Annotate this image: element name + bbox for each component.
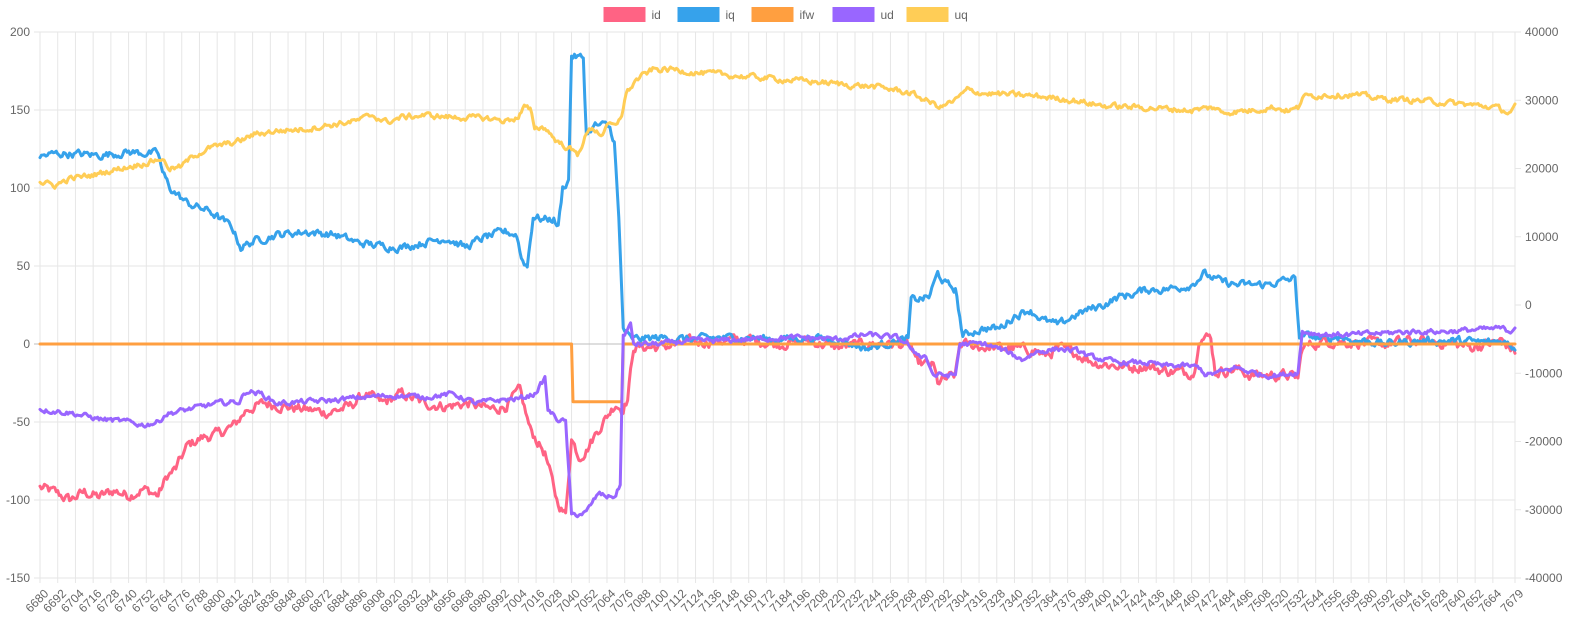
series-line-ifw [38, 342, 1517, 404]
legend-label: ud [881, 8, 894, 22]
y-right-tick-label: -40000 [1525, 571, 1563, 585]
legend-swatch [751, 7, 794, 22]
y-left-tick-label: -50 [13, 415, 31, 429]
legend-swatch [677, 7, 720, 22]
y-axis-left: 200 150 100 50 0 -50 -100 -150 [6, 25, 30, 585]
y-right-tick-label: 10000 [1525, 230, 1559, 244]
y-left-tick-label: -100 [6, 493, 30, 507]
y-right-tick-label: -30000 [1525, 503, 1563, 517]
y-left-tick-label: 100 [10, 181, 30, 195]
legend-label: iq [726, 8, 735, 22]
series-line-uq [38, 65, 1517, 190]
legend-item-id[interactable]: id [603, 7, 661, 22]
series-line-ud [38, 321, 1517, 519]
y-right-tick-label: -10000 [1525, 366, 1563, 380]
legend-item-ifw[interactable]: ifw [751, 7, 815, 22]
legend-label: ifw [800, 8, 815, 22]
x-axis: 6680669267046716672867406752676467766788… [23, 586, 1527, 615]
legend-swatch [832, 7, 875, 22]
y-left-tick-label: 50 [17, 259, 31, 273]
y-left-tick-label: 200 [10, 25, 30, 39]
y-right-tick-label: 20000 [1525, 162, 1559, 176]
legend-item-uq[interactable]: uq [906, 7, 968, 22]
legend-swatch [906, 7, 949, 22]
series-line-id [38, 332, 1517, 515]
legend-item-ud[interactable]: ud [832, 7, 894, 22]
horizontal-gridlines [34, 31, 1515, 579]
series-line-iq [38, 52, 1517, 352]
legend: id iq ifw ud uq [603, 7, 968, 22]
legend-swatch [603, 7, 646, 22]
y-left-tick-label: 150 [10, 103, 30, 117]
y-axis-right: 40000 30000 20000 10000 0 -10000 -20000 -30000 -… [1514, 25, 1563, 585]
y-right-tick-label: 0 [1525, 298, 1532, 312]
y-left-tick-label: 0 [23, 337, 30, 351]
legend-item-iq[interactable]: iq [677, 7, 735, 22]
series-layer [38, 52, 1517, 519]
x-tick-label: 7679 [1498, 586, 1527, 615]
y-right-tick-label: -20000 [1525, 435, 1563, 449]
y-right-tick-label: 40000 [1525, 25, 1559, 39]
y-left-tick-label: -150 [6, 571, 30, 585]
legend-label: uq [955, 8, 968, 22]
legend-label: id [652, 8, 661, 22]
y-right-tick-label: 30000 [1525, 93, 1559, 107]
